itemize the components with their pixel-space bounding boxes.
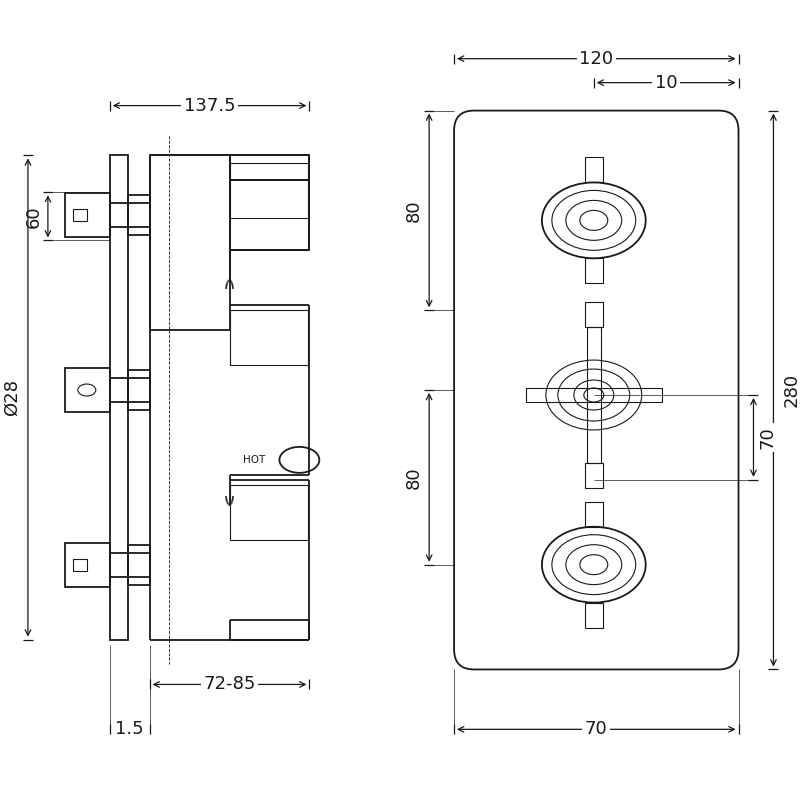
Bar xyxy=(585,158,602,182)
Text: 10: 10 xyxy=(655,74,678,92)
Bar xyxy=(230,155,310,181)
Text: 80: 80 xyxy=(405,199,423,222)
Text: 120: 120 xyxy=(579,50,614,68)
Bar xyxy=(230,310,308,365)
Text: 70: 70 xyxy=(758,426,777,449)
Text: 70: 70 xyxy=(585,720,608,738)
Text: 60: 60 xyxy=(25,205,43,228)
Text: Ø28: Ø28 xyxy=(3,379,21,416)
Bar xyxy=(585,602,602,627)
Bar xyxy=(230,485,308,540)
Bar xyxy=(110,203,150,227)
Bar xyxy=(65,368,110,412)
Bar xyxy=(585,502,602,526)
Bar xyxy=(73,210,87,222)
Bar xyxy=(65,194,110,238)
Bar xyxy=(230,163,308,218)
Text: HOT: HOT xyxy=(243,455,266,465)
Bar xyxy=(585,302,602,327)
Bar xyxy=(585,258,602,283)
Text: 80: 80 xyxy=(405,466,423,489)
Bar xyxy=(65,542,110,586)
Bar xyxy=(128,370,150,410)
Text: 1.5: 1.5 xyxy=(115,720,144,738)
Bar xyxy=(526,388,662,402)
Bar xyxy=(128,545,150,585)
Bar xyxy=(230,181,310,250)
Text: 72-85: 72-85 xyxy=(203,675,256,694)
Bar xyxy=(128,195,150,235)
Bar xyxy=(150,155,230,330)
Bar xyxy=(587,327,601,463)
Bar xyxy=(110,155,128,639)
Text: 137.5: 137.5 xyxy=(184,97,235,114)
Bar xyxy=(110,378,150,402)
Bar xyxy=(73,558,87,570)
Text: 280: 280 xyxy=(782,373,800,407)
Bar xyxy=(585,463,602,488)
Bar xyxy=(110,553,150,577)
